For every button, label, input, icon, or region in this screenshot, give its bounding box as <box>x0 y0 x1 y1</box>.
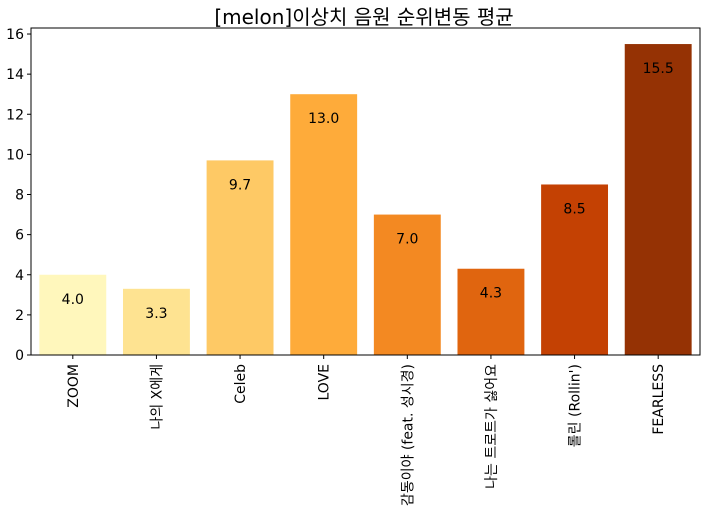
x-tick-label: 감동이야 (feat. 성시경) <box>400 364 416 506</box>
x-tick-label: LOVE <box>317 364 333 401</box>
y-tick-label: 0 <box>15 348 24 364</box>
data-label: 9.7 <box>229 177 251 193</box>
y-tick-label: 14 <box>6 67 24 83</box>
y-tick-label: 4 <box>15 268 24 284</box>
bar <box>457 268 525 355</box>
bar <box>624 44 692 356</box>
plot-frame <box>30 27 701 356</box>
y-tick-label: 10 <box>6 147 24 163</box>
bar <box>373 214 441 355</box>
data-label: 7.0 <box>396 232 418 248</box>
data-label: 15.5 <box>643 61 674 77</box>
plot-area: 4.0 ZOOM 3.3 나의 X에게 9.7 Celeb 13.0 LOVE 7.0 감동이야 … <box>6 27 701 506</box>
y-tick-label: 2 <box>15 308 24 324</box>
x-tick-label: 나는 트로트가 싫어요 <box>484 364 500 489</box>
bar <box>541 184 609 355</box>
x-tick-label: 롤린 (Rollin') <box>568 364 584 447</box>
y-tick-label: 16 <box>6 27 24 43</box>
x-tick-label: ZOOM <box>66 364 82 408</box>
bar <box>290 94 358 355</box>
x-tick-label: 나의 X에게 <box>149 364 165 430</box>
bar <box>122 288 190 355</box>
y-tick-label: 12 <box>6 107 24 123</box>
chart-title: [melon]이상치 음원 순위변동 평균 <box>214 5 513 29</box>
bar <box>206 160 274 355</box>
data-label: 4.0 <box>62 292 84 308</box>
data-label: 4.3 <box>480 286 502 302</box>
y-tick-label: 6 <box>15 228 24 244</box>
x-tick-label: FEARLESS <box>651 364 667 435</box>
data-label: 8.5 <box>563 201 585 217</box>
bar <box>39 274 107 355</box>
y-tick-label: 8 <box>15 188 24 204</box>
data-label: 13.0 <box>308 111 339 127</box>
data-label: 3.3 <box>145 306 167 322</box>
x-tick-label: Celeb <box>233 364 249 404</box>
